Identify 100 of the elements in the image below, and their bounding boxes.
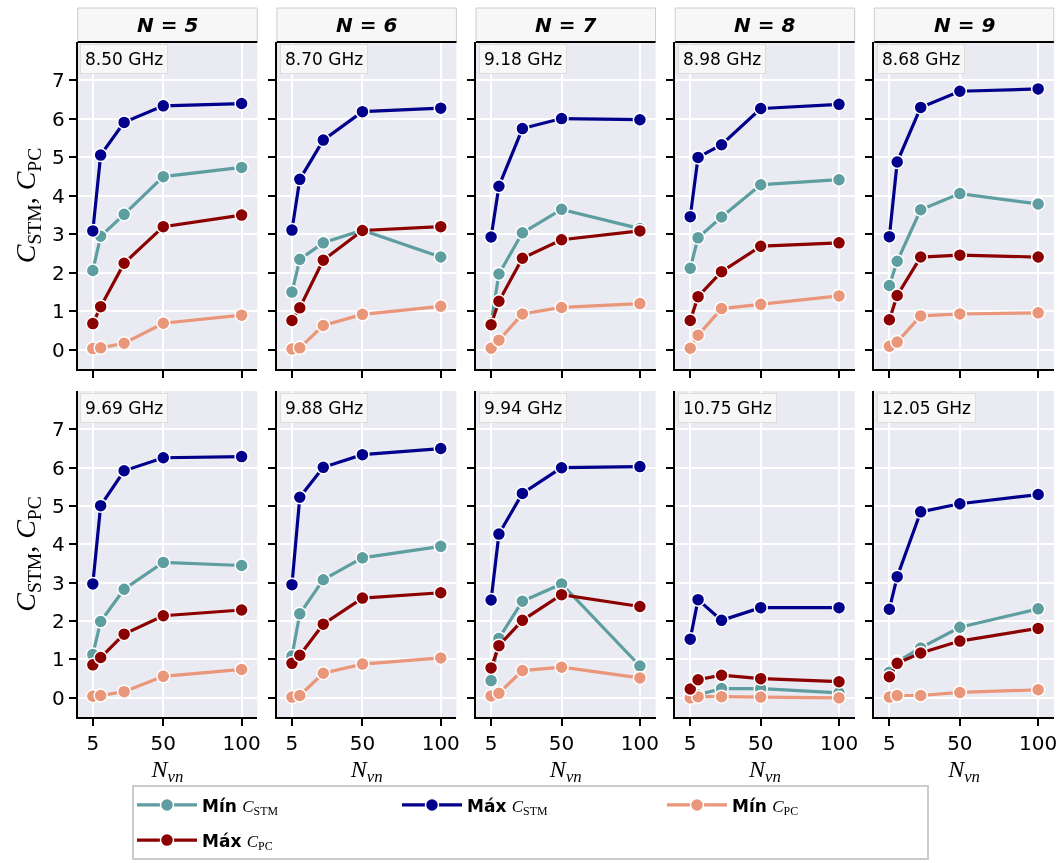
point	[889, 154, 905, 170]
point	[433, 249, 448, 265]
point	[632, 599, 648, 614]
chart-title: N = 6	[336, 13, 398, 37]
point	[284, 577, 300, 592]
point	[85, 263, 101, 278]
chart-title: N = 5	[137, 13, 199, 37]
point	[952, 306, 968, 322]
point	[156, 669, 171, 684]
point	[714, 264, 729, 279]
point	[93, 688, 108, 703]
annotation: 9.94 GHz	[484, 398, 563, 418]
y-tick-label: 4	[52, 532, 65, 557]
point	[831, 600, 847, 615]
point	[753, 297, 768, 312]
point	[682, 313, 698, 328]
point	[433, 100, 448, 116]
point	[952, 620, 968, 635]
point	[491, 266, 507, 282]
point	[316, 572, 331, 587]
point	[831, 97, 847, 112]
point	[292, 340, 308, 356]
point	[714, 613, 729, 628]
point	[433, 219, 448, 234]
y-tick-label: 7	[52, 68, 65, 93]
y-tick-label: 1	[52, 299, 65, 324]
point	[753, 671, 768, 686]
point	[1030, 305, 1046, 321]
point	[156, 555, 171, 570]
point	[1030, 601, 1046, 617]
point	[483, 229, 499, 245]
point	[882, 601, 897, 617]
legend-label: Mín C$_{STM}$	[202, 795, 279, 819]
x-tick-label: 50	[747, 731, 774, 755]
point	[491, 179, 507, 194]
point	[831, 288, 847, 304]
point	[632, 296, 648, 311]
point	[491, 638, 507, 653]
point	[292, 606, 308, 622]
point	[355, 307, 370, 322]
x-tick-label: 50	[947, 731, 973, 755]
point	[156, 98, 171, 114]
point	[554, 659, 569, 675]
y-tick-label: 2	[52, 609, 65, 634]
point	[952, 633, 968, 649]
point	[554, 202, 569, 217]
point	[234, 602, 249, 618]
point	[433, 299, 448, 314]
x-axis-title: N$_{vn}$	[748, 755, 781, 786]
point	[316, 318, 331, 333]
x-axis-title: N$_{vn}$	[349, 755, 383, 786]
x-tick-label: 5	[86, 731, 100, 755]
point	[515, 593, 530, 609]
point	[714, 301, 729, 316]
point	[1030, 196, 1046, 212]
point	[753, 689, 768, 705]
point	[554, 587, 569, 602]
point	[632, 459, 648, 474]
point	[889, 254, 905, 269]
point	[284, 284, 300, 300]
legend-label: Mín C$_{PC}$	[732, 795, 799, 819]
point	[882, 229, 897, 244]
point	[882, 278, 897, 293]
point	[234, 558, 249, 573]
point	[316, 132, 331, 148]
y-tick-label: 3	[52, 570, 65, 595]
point	[690, 592, 706, 607]
point	[93, 498, 108, 513]
point	[85, 576, 101, 592]
x-tick-label: 50	[548, 731, 575, 755]
point	[554, 232, 569, 247]
point	[234, 307, 249, 323]
point	[116, 463, 132, 479]
point	[682, 681, 698, 697]
x-tick-label: 5	[484, 731, 498, 755]
x-tick-label: 100	[1019, 731, 1058, 755]
point	[491, 332, 507, 348]
point	[889, 688, 905, 703]
x-tick-label: 5	[683, 731, 697, 755]
point	[682, 260, 698, 276]
point	[632, 112, 648, 127]
point	[316, 235, 331, 251]
point	[632, 658, 648, 674]
point	[483, 660, 499, 676]
point	[515, 486, 530, 501]
y-tick-label: 6	[52, 455, 65, 480]
point	[316, 460, 331, 475]
point	[632, 670, 648, 686]
point	[714, 689, 729, 704]
y-tick-label: 0	[52, 337, 65, 362]
point	[156, 219, 171, 234]
annotation: 8.50 GHz	[85, 49, 164, 69]
point	[316, 252, 331, 268]
point	[882, 312, 897, 327]
annotation: 8.70 GHz	[285, 49, 364, 69]
point	[156, 315, 171, 331]
x-axis-title: N$_{vn}$	[150, 755, 184, 786]
point	[831, 690, 847, 706]
point	[234, 662, 249, 677]
x-tick-label: 100	[421, 731, 460, 755]
